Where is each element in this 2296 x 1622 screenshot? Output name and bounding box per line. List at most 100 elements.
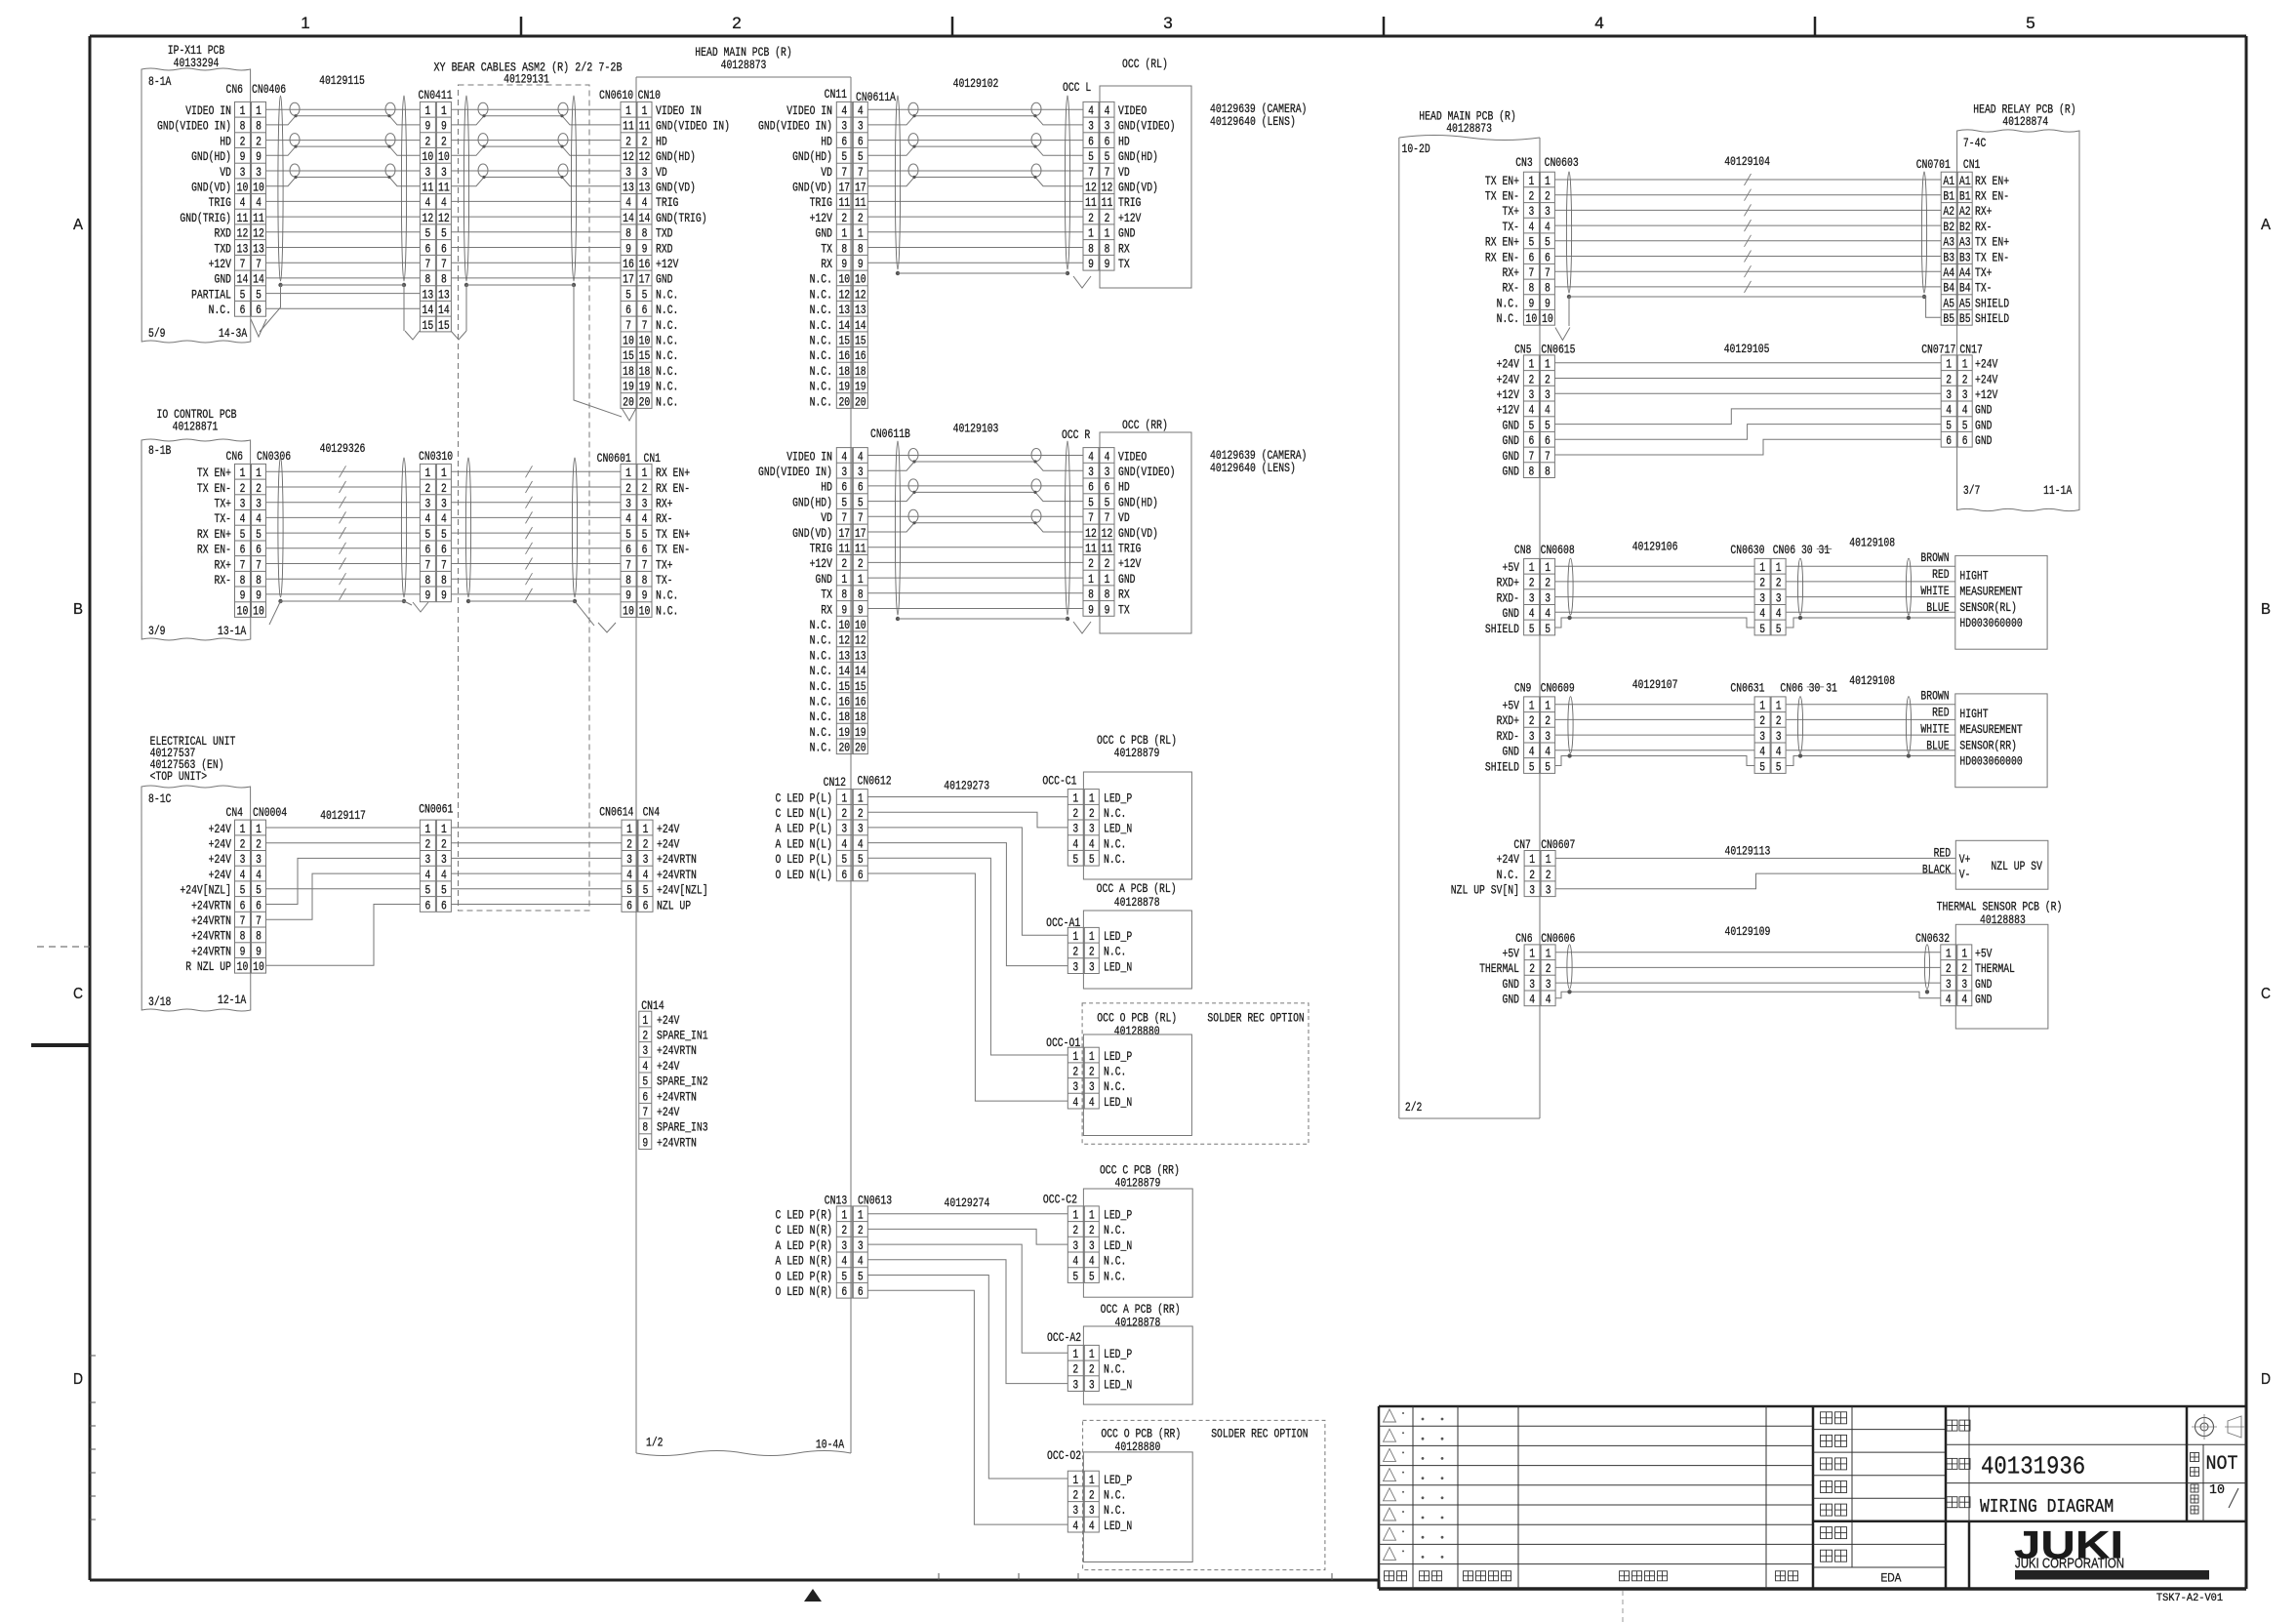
svg-text:2: 2 <box>240 481 246 496</box>
svg-text:5: 5 <box>1759 759 1765 774</box>
svg-text:LED_P: LED_P <box>1104 1208 1132 1223</box>
svg-text:9: 9 <box>642 1135 648 1150</box>
svg-text:1: 1 <box>1072 1347 1078 1361</box>
svg-text:4: 4 <box>625 511 631 526</box>
svg-text:TX EN+: TX EN+ <box>656 527 690 542</box>
svg-text:2: 2 <box>441 134 447 148</box>
svg-text:1: 1 <box>1529 174 1535 188</box>
svg-text:N.C.: N.C. <box>656 603 678 618</box>
svg-text:O LED N(L): O LED N(L) <box>776 868 833 882</box>
svg-text:N.C.: N.C. <box>810 287 832 302</box>
svg-text:9: 9 <box>625 588 631 603</box>
svg-text:2: 2 <box>642 481 648 496</box>
svg-text:12-1A: 12-1A <box>218 993 246 1007</box>
svg-text:CN0609: CN0609 <box>1541 681 1575 696</box>
svg-text:16: 16 <box>838 348 850 363</box>
svg-text:1: 1 <box>1529 699 1535 713</box>
svg-text:8: 8 <box>1529 465 1535 479</box>
svg-text:2: 2 <box>1089 945 1095 959</box>
svg-text:RX-: RX- <box>1975 220 1993 234</box>
svg-text:3: 3 <box>256 852 262 867</box>
svg-text:5: 5 <box>858 852 864 867</box>
svg-text:2: 2 <box>858 556 864 571</box>
svg-text:5: 5 <box>1529 759 1535 774</box>
svg-text:LED_N: LED_N <box>1104 1238 1132 1253</box>
svg-text:CN0611B: CN0611B <box>870 426 910 441</box>
svg-text:3: 3 <box>1546 883 1551 898</box>
svg-text:GND(VIDEO IN): GND(VIDEO IN) <box>157 119 231 134</box>
svg-text:N.C.: N.C. <box>656 394 678 409</box>
svg-text:N.C.: N.C. <box>1104 1254 1126 1269</box>
svg-text:9: 9 <box>240 588 246 603</box>
svg-text:A5: A5 <box>1943 296 1954 310</box>
svg-text:4: 4 <box>1545 403 1551 418</box>
svg-text:14: 14 <box>639 211 651 225</box>
svg-text:B: B <box>73 601 83 618</box>
svg-text:11: 11 <box>253 211 264 225</box>
svg-text:GND(TRIG): GND(TRIG) <box>656 211 707 225</box>
svg-text:XY BEAR CABLES ASM2 (R) 2/2 7: XY BEAR CABLES ASM2 (R) 2/2 7-2B <box>434 60 623 74</box>
svg-text:RX EN-: RX EN- <box>197 543 231 557</box>
svg-text:7: 7 <box>256 913 262 928</box>
svg-text:4: 4 <box>1072 1519 1078 1533</box>
svg-text:GND(VD): GND(VD) <box>656 181 696 195</box>
svg-text:4: 4 <box>1105 449 1110 464</box>
svg-text:10: 10 <box>639 603 651 618</box>
svg-text:O LED N(R): O LED N(R) <box>776 1284 833 1299</box>
svg-text:ELECTRICAL UNIT: ELECTRICAL UNIT <box>150 734 236 749</box>
svg-text:4: 4 <box>858 1254 864 1269</box>
svg-text:4: 4 <box>1962 403 1968 418</box>
svg-text:N.C.: N.C. <box>810 348 832 363</box>
svg-text:CN7: CN7 <box>1513 837 1531 852</box>
svg-text:3: 3 <box>1545 204 1551 219</box>
svg-text:2: 2 <box>1089 1065 1095 1079</box>
svg-text:HIGHT: HIGHT <box>1959 707 1988 721</box>
svg-text:40128878: 40128878 <box>1115 1315 1161 1329</box>
svg-text:OCC-A2: OCC-A2 <box>1047 1330 1081 1345</box>
svg-text:NOT: NOT <box>2206 1453 2238 1476</box>
svg-text:8: 8 <box>441 272 447 287</box>
svg-text:3: 3 <box>642 165 648 180</box>
svg-text:5: 5 <box>1545 418 1551 432</box>
svg-text:CN1: CN1 <box>1963 157 1981 172</box>
svg-text:1: 1 <box>441 822 447 836</box>
svg-text:2: 2 <box>256 481 262 496</box>
svg-text:+24V: +24V <box>1975 372 1997 386</box>
svg-text:1: 1 <box>1072 791 1078 805</box>
svg-text:13: 13 <box>838 648 850 663</box>
svg-text:N.C.: N.C. <box>656 380 678 394</box>
svg-text:RX EN-: RX EN- <box>1485 250 1519 264</box>
svg-text:N.C.: N.C. <box>810 710 832 724</box>
svg-text:8-1B: 8-1B <box>148 443 171 458</box>
svg-text:6: 6 <box>643 898 649 912</box>
svg-text:5: 5 <box>425 883 431 898</box>
svg-text:3: 3 <box>1089 822 1095 836</box>
svg-text:THERMAL SENSOR PCB (R): THERMAL SENSOR PCB (R) <box>1937 899 2063 913</box>
svg-text:4: 4 <box>841 1254 847 1269</box>
svg-text:GND(HD): GND(HD) <box>191 149 231 164</box>
svg-text:11: 11 <box>855 542 866 556</box>
svg-text:TRIG: TRIG <box>209 195 231 210</box>
svg-text:5: 5 <box>1529 418 1535 432</box>
svg-text:NZL UP: NZL UP <box>657 898 691 912</box>
svg-text:BROWN: BROWN <box>1920 689 1949 704</box>
svg-text:3: 3 <box>1529 729 1535 744</box>
svg-text:17: 17 <box>838 526 850 541</box>
svg-text:5: 5 <box>1089 852 1095 867</box>
svg-text:GND(VD): GND(VD) <box>1118 181 1158 195</box>
svg-text:3: 3 <box>1759 590 1765 605</box>
svg-text:4: 4 <box>1105 103 1110 118</box>
svg-text:VIDEO: VIDEO <box>1118 103 1147 118</box>
svg-text:3: 3 <box>240 852 246 867</box>
svg-text:2: 2 <box>1072 1362 1078 1377</box>
svg-text:GND: GND <box>1118 226 1136 241</box>
svg-text:A LED N(L): A LED N(L) <box>776 836 833 851</box>
svg-text:1: 1 <box>240 466 246 480</box>
svg-text:18: 18 <box>855 710 866 724</box>
svg-text:8: 8 <box>1088 588 1094 602</box>
svg-text:NZL UP SV[N]: NZL UP SV[N] <box>1451 883 1519 898</box>
svg-text:7: 7 <box>642 557 648 572</box>
svg-text:1: 1 <box>1776 699 1782 713</box>
svg-text:LED_P: LED_P <box>1104 791 1132 805</box>
svg-text:CN3: CN3 <box>1515 155 1533 170</box>
